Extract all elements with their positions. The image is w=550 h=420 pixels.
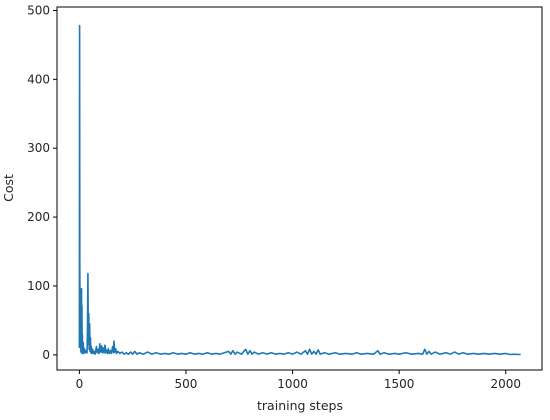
y-tick-label: 0 bbox=[42, 348, 50, 362]
y-tick-label: 500 bbox=[27, 3, 50, 17]
y-tick-label: 200 bbox=[27, 210, 50, 224]
y-tick-label: 100 bbox=[27, 279, 50, 293]
y-axis-ticks: 0 100 200 300 400 500 bbox=[27, 3, 57, 362]
axes-frame bbox=[56, 6, 543, 371]
x-tick-label: 2000 bbox=[490, 377, 521, 391]
y-tick-label: 400 bbox=[27, 72, 50, 86]
series-line-0 bbox=[78, 24, 521, 356]
x-tick-label: 0 bbox=[76, 377, 84, 391]
x-tick-label: 500 bbox=[175, 377, 198, 391]
x-tick-label: 1500 bbox=[384, 377, 415, 391]
y-tick-label: 300 bbox=[27, 141, 50, 155]
x-axis-ticks: 0 500 1000 1500 2000 bbox=[76, 370, 521, 391]
y-axis-label: Cost bbox=[1, 174, 16, 202]
x-axis-label: training steps bbox=[257, 398, 343, 413]
x-tick-label: 1000 bbox=[277, 377, 308, 391]
plot-area bbox=[78, 24, 521, 356]
